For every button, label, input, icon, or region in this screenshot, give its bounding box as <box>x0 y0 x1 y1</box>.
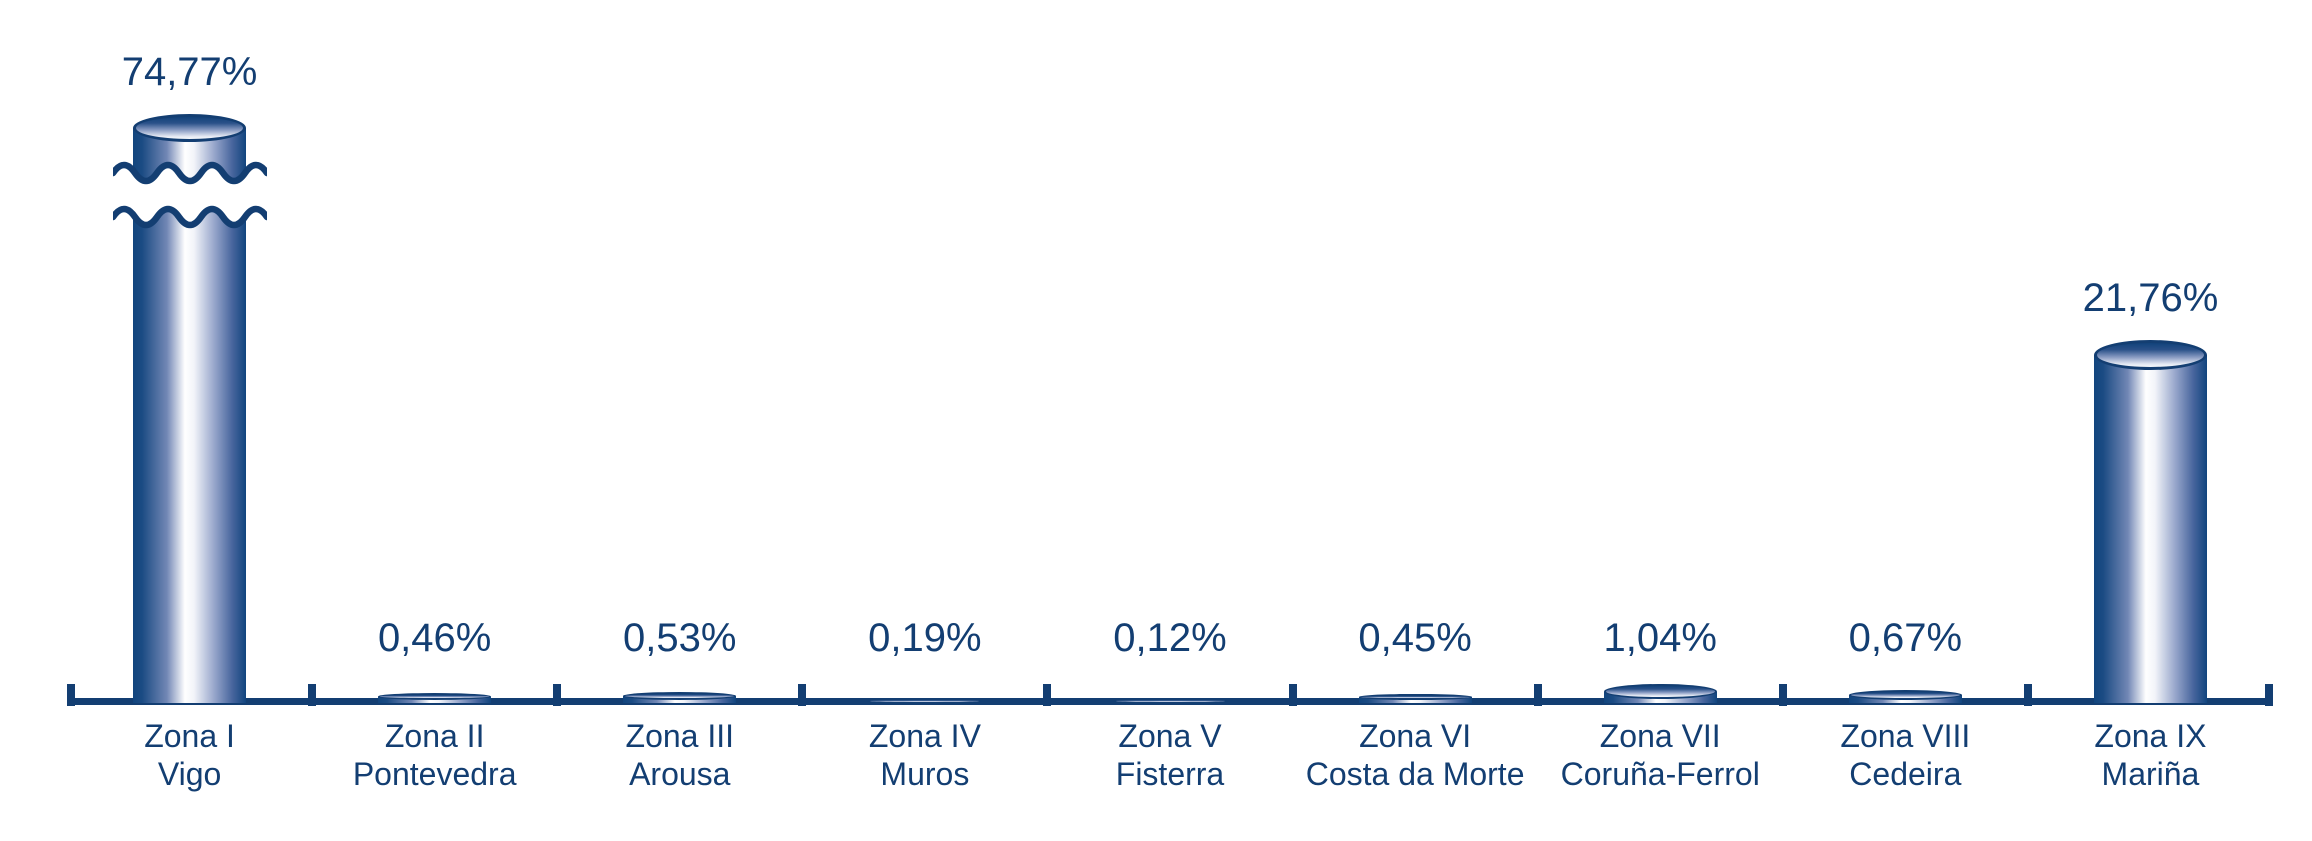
value-label: 0,67% <box>1848 616 1963 660</box>
category-name-line: Vigo <box>157 756 222 792</box>
axis-tick <box>2265 684 2273 706</box>
category-zone-line: Zona III <box>625 718 735 754</box>
category-label: Zona V Fisterra <box>1047 717 1293 793</box>
category-name-line: Muros <box>880 756 970 792</box>
value-label: 0,45% <box>1358 616 1472 660</box>
category-name-line: Costa da Morte <box>1305 756 1525 792</box>
bar-cap <box>1848 689 1962 700</box>
bar-body-bottom-segment <box>133 208 247 703</box>
category-zone-line: Zona VI <box>1359 718 1472 754</box>
axis-tick <box>553 684 562 706</box>
category-name-line: Mariña <box>2101 756 2200 792</box>
category-name-line: Fisterra <box>1115 756 1225 792</box>
category-label: Zona VII Coruña-Ferrol <box>1537 717 1783 793</box>
category-label: Zona III Arousa <box>557 717 803 793</box>
category-label: Zona VIII Cedeira <box>1782 717 2028 793</box>
axis-tick <box>1533 684 1542 706</box>
category-label: Zona IX Mariña <box>2027 717 2273 793</box>
bar-cap <box>868 697 982 704</box>
axis-tick <box>1778 684 1787 706</box>
category-label: Zona VI Costa da Morte <box>1292 717 1538 793</box>
axis-tick <box>798 684 807 706</box>
axis-tick <box>67 684 75 706</box>
bar-cap <box>623 692 737 701</box>
category-zone-line: Zona VII <box>1599 718 1721 754</box>
bar-cap <box>1113 698 1227 704</box>
axis-break-wave-lower <box>109 200 270 234</box>
category-zone-line: Zona II <box>384 718 485 754</box>
axis-break-wave-upper <box>109 156 270 190</box>
bar-cap <box>2093 339 2207 370</box>
value-label: 0,19% <box>868 616 982 660</box>
bar-cap <box>1603 683 1717 700</box>
category-zone-line: Zona V <box>1118 718 1222 754</box>
category-label: Zona II Pontevedra <box>312 717 558 793</box>
category-name-line: Coruña-Ferrol <box>1560 756 1760 792</box>
category-name-line: Pontevedra <box>352 756 517 792</box>
category-zone-line: Zona I <box>144 718 235 754</box>
axis-tick <box>308 684 317 706</box>
axis-tick <box>1288 684 1297 706</box>
category-name-line: Cedeira <box>1849 756 1962 792</box>
value-label: 74,77% <box>121 50 258 94</box>
category-zone-line: Zona IV <box>868 718 981 754</box>
bar-cap <box>378 693 492 701</box>
category-name-line: Arousa <box>629 756 731 792</box>
value-label: 0,53% <box>623 616 737 660</box>
bar-cap <box>133 114 247 142</box>
bar-cap <box>1358 693 1472 701</box>
bar-body <box>2093 354 2207 703</box>
value-label: 0,46% <box>377 616 492 660</box>
axis-tick <box>1043 684 1052 706</box>
category-label: Zona I Vigo <box>67 717 313 793</box>
category-zone-line: Zona VIII <box>1840 718 1971 754</box>
category-label: Zona IV Muros <box>802 717 1048 793</box>
category-zone-line: Zona IX <box>2094 718 2207 754</box>
value-label: 1,04% <box>1603 616 1717 660</box>
value-label: 0,12% <box>1113 616 1227 660</box>
axis-tick <box>2023 684 2032 706</box>
value-label: 21,76% <box>2082 275 2219 320</box>
